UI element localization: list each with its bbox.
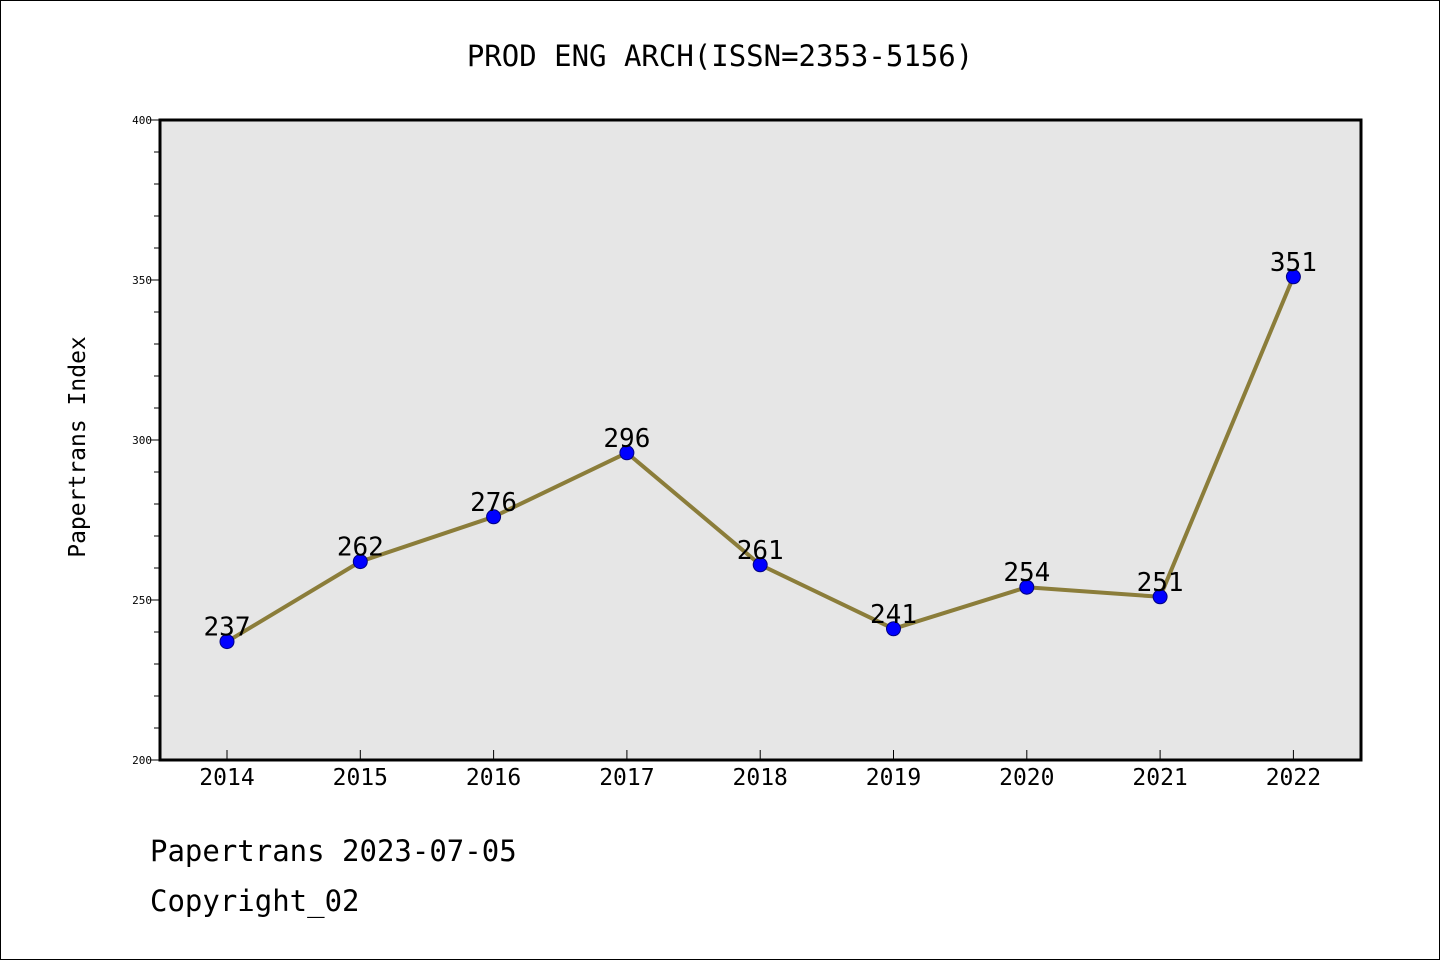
x-tick-label: 2017 — [599, 765, 654, 791]
data-label: 296 — [603, 424, 650, 454]
y-axis-label: Papertrans Index — [65, 336, 91, 558]
y-tick-label: 200 — [132, 754, 152, 767]
y-tick-label: 350 — [132, 274, 152, 287]
series-layer: 237 262 276 296 261 241 254 251 351 — [204, 248, 1317, 650]
x-tick-label: 2018 — [733, 765, 788, 791]
data-label: 351 — [1270, 248, 1317, 278]
footer-source: Papertrans 2023-07-05 — [150, 834, 517, 868]
plot-area — [160, 120, 1361, 760]
data-label: 237 — [204, 613, 251, 643]
x-tick-label: 2019 — [866, 765, 921, 791]
x-axis: 2014 2015 2016 2017 2018 2019 2020 2021 2022 — [199, 750, 1321, 791]
data-point — [886, 621, 901, 637]
x-tick-label: 2022 — [1266, 765, 1321, 791]
data-label: 261 — [737, 536, 784, 566]
y-axis: 200 250 300 350 400 — [132, 114, 160, 767]
data-point — [619, 445, 635, 461]
data-point — [1019, 579, 1035, 595]
x-tick-label: 2021 — [1132, 765, 1187, 791]
data-label: 262 — [337, 533, 384, 563]
y-tick-label: 400 — [132, 114, 152, 127]
x-tick-label: 2015 — [333, 765, 388, 791]
data-point — [752, 557, 768, 573]
plot-border — [158, 118, 1363, 762]
data-label: 241 — [870, 600, 917, 630]
data-point — [219, 634, 235, 650]
data-point — [1152, 589, 1168, 605]
x-tick-label: 2016 — [466, 765, 521, 791]
x-tick-label: 2020 — [999, 765, 1054, 791]
chart-title: PROD ENG ARCH(ISSN=2353-5156) — [467, 39, 973, 73]
data-label: 251 — [1137, 568, 1184, 598]
data-label: 276 — [470, 488, 517, 518]
data-point — [352, 554, 368, 570]
footer-copyright: Copyright_02 — [150, 884, 360, 918]
y-tick-label: 300 — [132, 434, 152, 447]
data-label: 254 — [1003, 558, 1050, 588]
data-point — [486, 509, 502, 525]
y-tick-label: 250 — [132, 594, 152, 607]
x-tick-label: 2014 — [199, 765, 254, 791]
data-point — [1285, 269, 1301, 285]
